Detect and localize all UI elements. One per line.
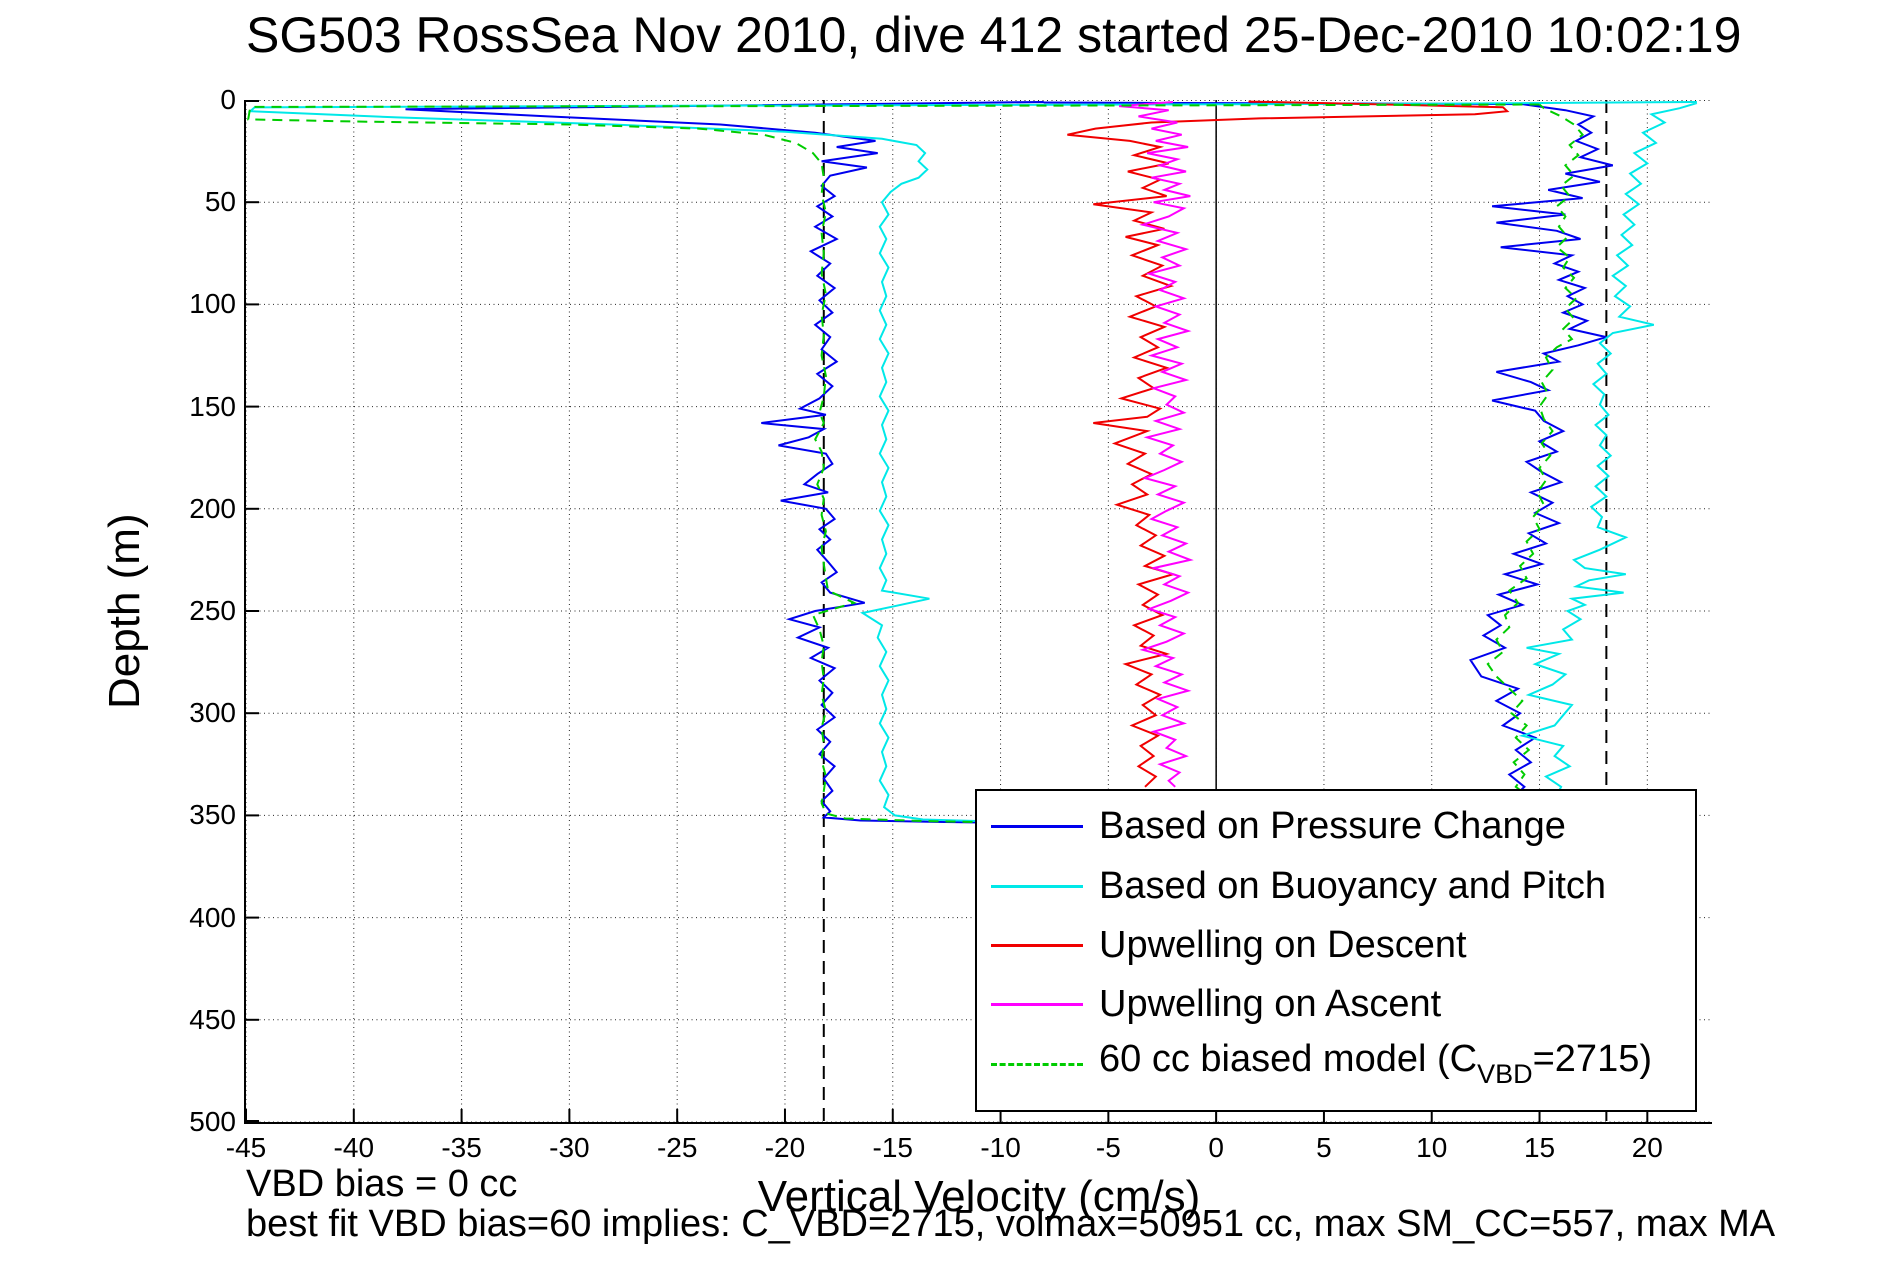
plot-title: SG503 RossSea Nov 2010, dive 412 started… [246,7,1742,63]
x-tick-label: 10 [1416,1132,1448,1163]
series-line-1 [247,101,1698,825]
x-axis-label: Vertical Velocity (cm/s) [757,1172,1201,1221]
legend-item-1: Based on Buoyancy and Pitch [977,856,1695,915]
legend-line-sample [991,944,1083,948]
y-tick-label: 500 [189,1106,236,1137]
series-line-3 [1119,101,1194,788]
x-tick-label: -35 [441,1132,482,1163]
plot-area [246,100,1712,1122]
x-tick-label: -45 [225,1132,267,1163]
y-tick-labels: 0 50 100 150 200 250 300 350 400 450 500 [110,85,236,1137]
legend-item-0: Based on Pressure Change [977,797,1695,856]
y-tick-label: 450 [189,1003,236,1035]
x-tick-label: -15 [872,1132,913,1163]
y-tick-label: 400 [189,901,236,933]
series-line-0 [405,101,1614,825]
legend-line-sample [991,884,1083,888]
legend-line-sample [991,825,1083,829]
series-line-2 [1067,100,1510,788]
legend-label: Upwelling on Descent [1099,924,1467,967]
legend-label: 60 cc biased model (CVBD=2715) [1099,1038,1652,1090]
x-tick-label: -30 [549,1132,590,1163]
x-tick-label: -5 [1095,1132,1121,1163]
legend-item-2: Upwelling on Descent [977,916,1695,975]
y-tick-label: 100 [189,288,236,320]
x-tick-label: 20 [1631,1132,1663,1163]
best-fit-annotation: best fit VBD bias=60 implies: C_VBD=2715… [246,1203,1776,1245]
y-tick-label: 250 [189,595,236,626]
y-tick-label: 300 [189,697,236,729]
x-tick-label: 0 [1208,1132,1224,1163]
x-tick-label: -10 [980,1132,1021,1163]
legend-label: Based on Buoyancy and Pitch [1099,864,1607,907]
y-tick-label: 50 [204,186,236,218]
legend-label: Based on Pressure Change [1099,805,1566,848]
x-tick-label: 5 [1316,1132,1332,1163]
x-tick-label: -40 [333,1132,375,1163]
y-axis-line [244,100,246,1124]
y-tick-label: 150 [189,390,236,422]
x-axis-line [244,1122,1712,1124]
y-tick-label: 200 [189,492,236,524]
x-tick-labels: -45 -40 -35 -30 -25 -20 -15 -10 -5 0 5 10 15 20 [226,1132,1712,1172]
legend-line-sample [991,1062,1083,1066]
legend-line-sample [991,1003,1083,1007]
legend-item-3: Upwelling on Ascent [977,975,1695,1034]
legend-item-4: 60 cc biased model (CVBD=2715) [977,1035,1695,1094]
x-tick-label: 15 [1523,1132,1556,1163]
legend-label-subscript: VBD [1477,1059,1533,1090]
y-tick-label: 350 [189,799,236,831]
series-line-4 [247,103,1585,827]
x-tick-label: -20 [764,1132,806,1163]
legend-label: Upwelling on Ascent [1099,983,1442,1026]
y-tick-label: 0 [220,84,236,115]
x-tick-label: -25 [656,1132,698,1163]
vbd-bias-annotation: VBD bias = 0 cc [246,1163,518,1205]
legend-box: Based on Pressure Change Based on Buoyanc… [975,789,1697,1112]
chart-canvas [246,100,1712,1122]
